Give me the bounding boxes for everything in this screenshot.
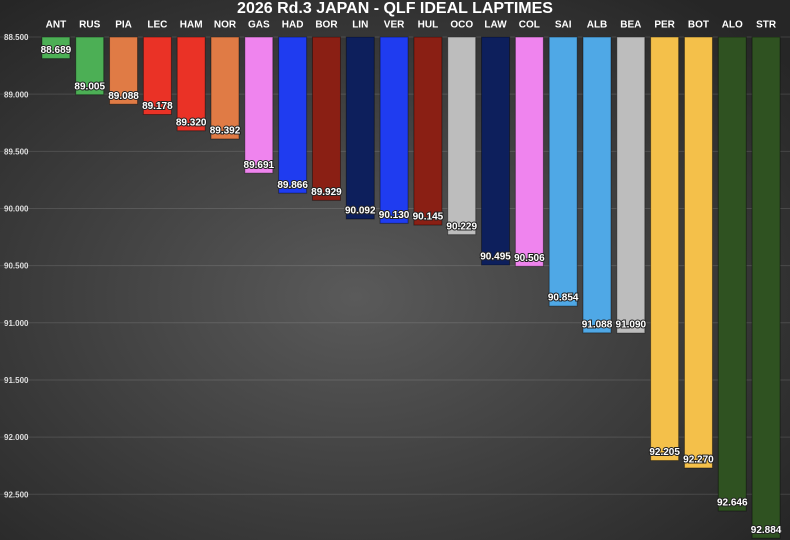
bar <box>616 36 646 334</box>
y-tick-label: 92.000 <box>4 433 29 442</box>
x-tick-label: HAM <box>180 20 203 31</box>
value-label: 92.205 <box>649 447 680 458</box>
x-tick-label: ANT <box>46 20 67 31</box>
x-tick-label: RUS <box>79 20 100 31</box>
x-tick-label: HAD <box>282 20 304 31</box>
y-tick-label: 91.000 <box>4 319 29 328</box>
bar <box>109 36 139 105</box>
y-tick-label: 90.000 <box>4 205 29 214</box>
value-label: 89.005 <box>74 81 105 92</box>
value-label: 89.320 <box>176 117 207 128</box>
x-tick-label: LIN <box>352 20 368 31</box>
value-label: 91.090 <box>616 320 647 331</box>
value-label: 90.495 <box>480 252 511 263</box>
x-tick-label: VER <box>384 20 405 31</box>
x-tick-label: BEA <box>620 20 641 31</box>
bar <box>413 36 443 226</box>
bar <box>41 36 71 60</box>
bar <box>142 36 172 116</box>
value-label: 88.689 <box>41 45 72 56</box>
bar <box>379 36 409 224</box>
x-tick-label: LEC <box>147 20 167 31</box>
bar <box>447 36 477 236</box>
value-label: 90.229 <box>446 221 477 232</box>
x-tick-label: ALB <box>587 20 608 31</box>
bar <box>244 36 274 174</box>
value-label: 90.130 <box>379 210 410 221</box>
x-tick-label: STR <box>756 20 777 31</box>
bar <box>751 36 781 539</box>
bar <box>311 36 341 201</box>
value-label: 89.088 <box>108 91 139 102</box>
value-label: 92.270 <box>683 455 714 466</box>
bar <box>683 36 713 469</box>
y-tick-label: 90.500 <box>4 262 29 271</box>
x-tick-label: LAW <box>484 20 507 31</box>
bar <box>176 36 206 132</box>
value-label: 90.506 <box>514 253 545 264</box>
x-tick-label: PER <box>654 20 675 31</box>
value-label: 92.646 <box>717 498 748 509</box>
x-tick-label: ALO <box>722 20 743 31</box>
bar <box>278 36 308 194</box>
bar <box>75 36 105 96</box>
bar <box>650 36 680 462</box>
bar <box>717 36 747 512</box>
x-tick-label: SAI <box>555 20 572 31</box>
x-tick-label: PIA <box>115 20 132 31</box>
value-label: 90.145 <box>413 212 444 223</box>
value-label: 89.691 <box>244 160 275 171</box>
x-tick-label: OCO <box>450 20 473 31</box>
bar <box>481 36 511 266</box>
x-tick-label: BOR <box>315 20 338 31</box>
x-tick-label: NOR <box>214 20 237 31</box>
x-tick-label: COL <box>519 20 540 31</box>
value-label: 90.092 <box>345 206 376 217</box>
bar <box>582 36 612 334</box>
value-label: 89.866 <box>277 180 308 191</box>
value-label: 90.854 <box>548 293 579 304</box>
value-label: 92.884 <box>751 525 782 536</box>
x-tick-label: BOT <box>688 20 709 31</box>
x-tick-label: GAS <box>248 20 270 31</box>
value-label: 89.178 <box>142 101 173 112</box>
y-tick-label: 89.000 <box>4 90 29 99</box>
y-tick-label: 91.500 <box>4 376 29 385</box>
bar <box>548 36 578 307</box>
x-tick-label: HUL <box>418 20 439 31</box>
chart-title: 2026 Rd.3 JAPAN - QLF IDEAL LAPTIMES <box>237 0 553 17</box>
value-label: 89.392 <box>210 126 241 137</box>
value-label: 91.088 <box>582 319 613 330</box>
y-tick-label: 89.500 <box>4 147 29 156</box>
bar <box>210 36 240 140</box>
value-label: 89.929 <box>311 187 342 198</box>
y-tick-label: 88.500 <box>4 33 29 42</box>
y-tick-label: 92.500 <box>4 490 29 499</box>
bar <box>345 36 375 220</box>
bar <box>514 36 544 267</box>
